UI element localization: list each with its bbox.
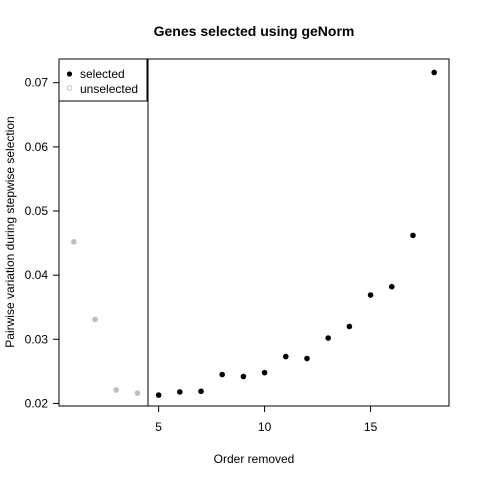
point-selected bbox=[219, 371, 226, 378]
y-tick-label: 0.02 bbox=[25, 396, 49, 410]
point-selected bbox=[261, 369, 268, 376]
point-unselected bbox=[92, 316, 98, 323]
legend: selected unselected bbox=[58, 58, 148, 102]
y-tick-label: 0.03 bbox=[25, 332, 49, 346]
point-selected bbox=[240, 373, 247, 380]
point-selected bbox=[304, 355, 310, 362]
point-selected bbox=[198, 388, 204, 395]
point-selected bbox=[431, 69, 437, 76]
legend-marker-selected bbox=[66, 71, 73, 77]
legend-label-selected: selected bbox=[80, 67, 125, 81]
x-tick-label: 10 bbox=[258, 420, 272, 434]
x-axis: 5 10 15 bbox=[155, 406, 378, 434]
y-tick-label: 0.05 bbox=[25, 204, 49, 218]
point-selected bbox=[346, 323, 353, 330]
x-axis-label: Order removed bbox=[214, 452, 295, 466]
point-selected bbox=[177, 389, 183, 395]
chart-title: Genes selected using geNorm bbox=[154, 23, 355, 39]
point-selected bbox=[282, 353, 289, 360]
y-tick-label: 0.06 bbox=[25, 140, 49, 154]
legend-label-unselected: unselected bbox=[80, 82, 138, 96]
point-selected bbox=[410, 232, 416, 239]
legend-box bbox=[58, 58, 148, 102]
point-unselected bbox=[134, 390, 141, 396]
point-selected bbox=[388, 283, 395, 290]
y-axis-label: Pairwise variation during stepwise selec… bbox=[3, 116, 17, 347]
point-selected bbox=[155, 392, 162, 398]
y-axis: 0.02 0.03 0.04 0.05 0.06 0.07 bbox=[25, 76, 59, 410]
point-selected bbox=[325, 335, 331, 341]
data-points bbox=[71, 69, 437, 398]
x-tick-label: 15 bbox=[364, 420, 378, 434]
plot-frame bbox=[58, 58, 450, 407]
x-tick-label: 5 bbox=[155, 420, 162, 434]
point-unselected bbox=[71, 239, 77, 245]
point-unselected bbox=[113, 387, 120, 393]
point-selected bbox=[367, 292, 374, 298]
y-tick-label: 0.07 bbox=[25, 76, 49, 90]
y-tick-label: 0.04 bbox=[25, 268, 49, 282]
legend-marker-unselected bbox=[66, 85, 73, 91]
